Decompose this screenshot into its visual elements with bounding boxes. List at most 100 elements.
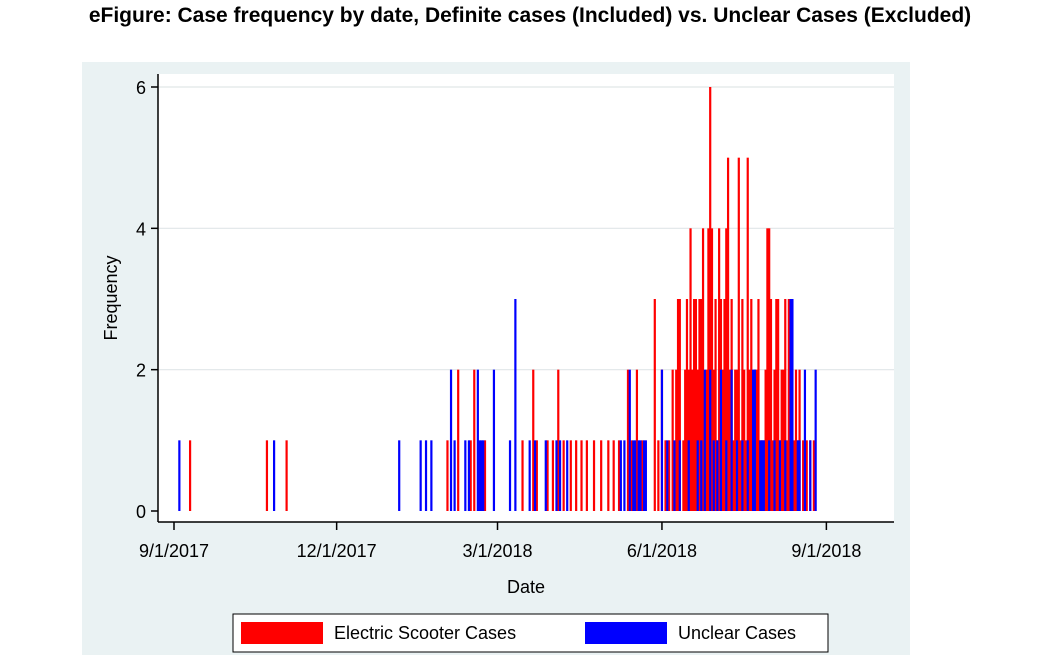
y-tick-label: 4 (136, 219, 146, 239)
legend-swatch-unclear (585, 622, 667, 644)
bar-unclear (508, 440, 512, 511)
bar-unclear (703, 369, 706, 511)
bar-unclear (642, 440, 646, 511)
bar-unclear (719, 369, 723, 511)
bar-electric-scooter (557, 369, 560, 511)
bar-unclear (709, 369, 712, 511)
bar-unclear (760, 440, 764, 511)
bar-unclear (730, 369, 733, 511)
axes (157, 74, 894, 523)
bar-unclear (558, 440, 562, 511)
bar-electric-scooter (446, 440, 449, 511)
bar-electric-scooter (600, 440, 603, 511)
bar-unclear (784, 440, 787, 511)
bar-electric-scooter (725, 228, 728, 512)
bar-electric-scooter (748, 369, 751, 511)
bar-unclear (619, 440, 622, 511)
bar-electric-scooter (739, 440, 742, 511)
bar-electric-scooter (757, 299, 760, 511)
bar-unclear (639, 440, 642, 511)
bar-electric-scooter (743, 369, 746, 511)
x-tick-label: 9/1/2018 (791, 541, 861, 561)
bar-electric-scooter (684, 369, 687, 511)
bar-unclear (478, 440, 481, 511)
bar-unclear (492, 369, 496, 511)
bar-electric-scooter (734, 369, 737, 511)
bar-electric-scooter (746, 157, 749, 511)
bars (178, 87, 817, 512)
y-ticks: 0 2 4 6 (136, 78, 158, 522)
x-tick-label: 6/1/2018 (627, 541, 697, 561)
bar-electric-scooter (737, 157, 740, 511)
bar-electric-scooter (694, 299, 698, 511)
bar-unclear (467, 440, 471, 511)
bar-electric-scooter (718, 228, 721, 512)
y-tick-label: 0 (136, 502, 146, 522)
bar-unclear (696, 440, 699, 511)
bar-electric-scooter (671, 369, 674, 511)
bar-unclear (637, 440, 640, 511)
bar-unclear (716, 440, 719, 511)
bar-unclear (632, 440, 635, 511)
bar-unclear (449, 369, 453, 511)
bar-electric-scooter (773, 369, 776, 511)
bar-electric-scooter (188, 440, 192, 511)
bar-electric-scooter (592, 440, 596, 511)
bar-electric-scooter (701, 228, 705, 512)
bar-unclear (533, 440, 537, 511)
bar-electric-scooter (691, 369, 694, 511)
bar-unclear (430, 440, 433, 511)
bar-electric-scooter (766, 228, 769, 512)
legend: Electric Scooter Cases Unclear Cases (232, 613, 829, 653)
bar-electric-scooter (687, 369, 690, 511)
figure-title: eFigure: Case frequency by date, Definit… (88, 4, 972, 27)
bar-unclear (666, 440, 669, 511)
bar-unclear (398, 440, 401, 511)
bar-electric-scooter (675, 369, 678, 511)
bar-unclear (528, 440, 531, 511)
x-ticks: 9/1/2017 12/1/2017 3/1/2018 6/1/2018 9/1/201… (139, 522, 861, 561)
x-tick-label: 9/1/2017 (139, 541, 209, 561)
bar-electric-scooter (676, 299, 680, 511)
bar-unclear (751, 369, 755, 511)
bar-unclear (634, 440, 637, 511)
bar-unclear (789, 299, 792, 511)
bar-electric-scooter (635, 369, 639, 511)
bar-unclear (480, 440, 483, 511)
bar-electric-scooter (551, 440, 555, 511)
bar-electric-scooter (710, 228, 714, 512)
bar-electric-scooter (607, 440, 610, 511)
bar-electric-scooter (812, 440, 815, 511)
bar-electric-scooter (769, 299, 773, 511)
bar-electric-scooter (562, 440, 565, 511)
bar-electric-scooter (689, 228, 692, 512)
bar-unclear (741, 440, 744, 511)
bar-unclear (773, 440, 776, 511)
bar-electric-scooter (667, 440, 671, 511)
bar-electric-scooter (546, 440, 549, 511)
bar-electric-scooter (775, 299, 778, 511)
bar-unclear (555, 440, 558, 511)
bar-electric-scooter (285, 440, 288, 511)
bar-electric-scooter (653, 299, 656, 511)
bar-unclear (759, 440, 762, 511)
bar-electric-scooter (641, 440, 644, 511)
bar-electric-scooter (575, 440, 578, 511)
bar-unclear (814, 369, 817, 511)
bar-electric-scooter (612, 440, 615, 511)
bar-electric-scooter (678, 299, 681, 511)
bar-unclear (778, 440, 782, 511)
bar-electric-scooter (794, 369, 798, 511)
bar-unclear (762, 440, 765, 511)
bar-electric-scooter (777, 299, 780, 511)
bar-electric-scooter (802, 440, 805, 511)
bar-electric-scooter (709, 87, 712, 511)
bar-unclear (623, 440, 626, 511)
bar-unclear (464, 440, 467, 511)
bar-electric-scooter (682, 440, 685, 511)
bar-electric-scooter (735, 369, 739, 511)
bar-unclear (673, 440, 676, 511)
legend-box (232, 613, 829, 653)
bar-electric-scooter (780, 369, 783, 511)
bar-electric-scooter (657, 440, 660, 511)
